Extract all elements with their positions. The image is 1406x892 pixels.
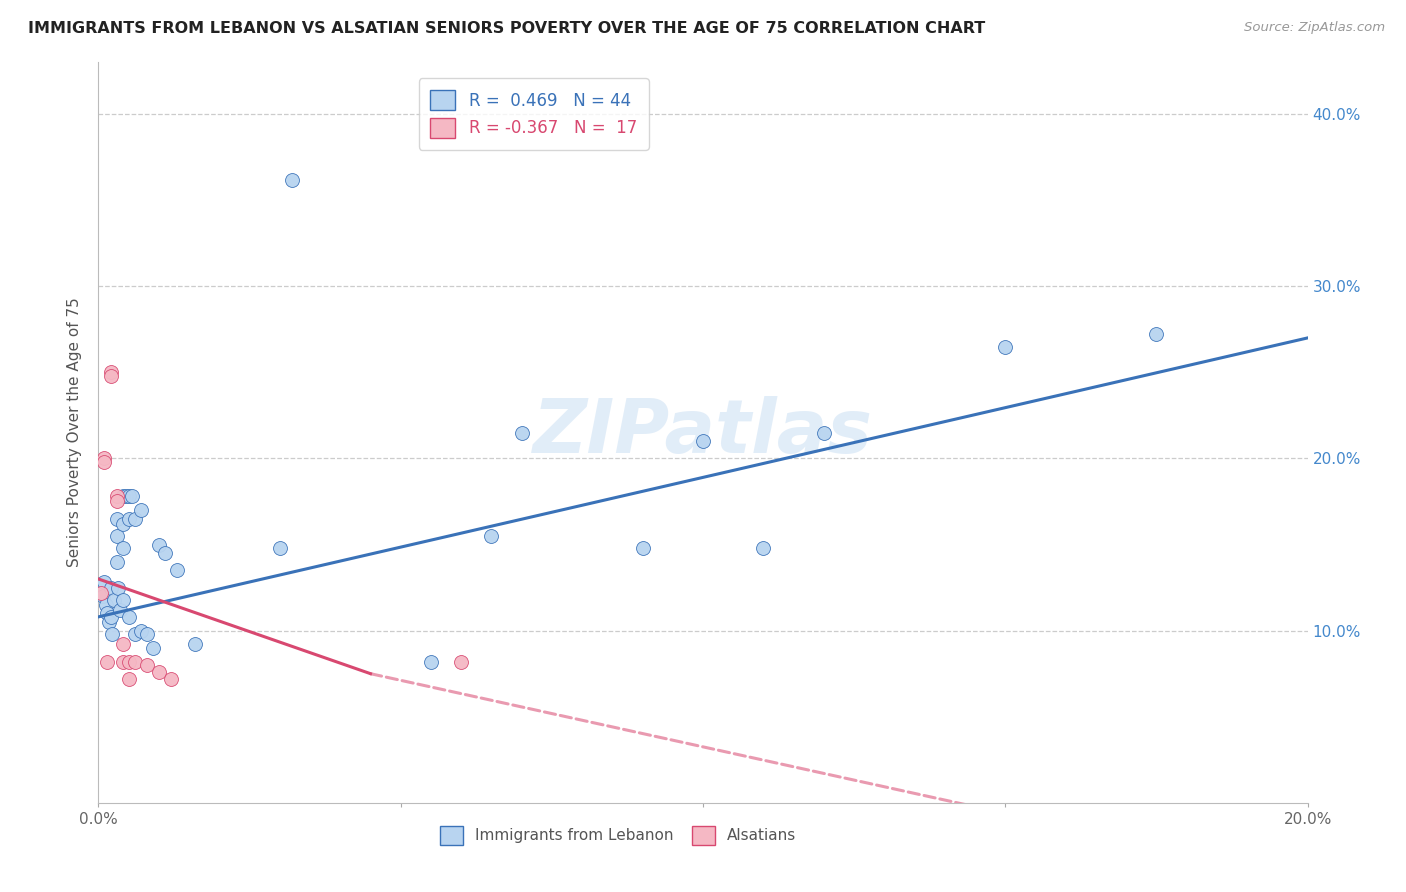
Point	[153, 546, 176, 560]
Point	[281, 172, 304, 186]
Point	[93, 455, 115, 469]
Text: ZIPatlas: ZIPatlas	[533, 396, 873, 469]
Point	[100, 581, 122, 595]
Point	[100, 368, 122, 383]
Point	[96, 655, 118, 669]
Point	[111, 655, 134, 669]
Point	[148, 665, 170, 679]
Text: IMMIGRANTS FROM LEBANON VS ALSATIAN SENIORS POVERTY OVER THE AGE OF 75 CORRELATI: IMMIGRANTS FROM LEBANON VS ALSATIAN SENI…	[28, 21, 986, 36]
Point	[100, 365, 122, 379]
Point	[129, 503, 152, 517]
Point	[142, 640, 165, 655]
Point	[813, 425, 835, 440]
Point	[111, 637, 134, 651]
Point	[160, 672, 183, 686]
Point	[118, 512, 141, 526]
Point	[96, 607, 118, 621]
Point	[124, 512, 146, 526]
Point	[103, 592, 125, 607]
Point	[148, 537, 170, 551]
Point	[1144, 327, 1167, 342]
Point	[105, 555, 128, 569]
Point	[450, 655, 472, 669]
Point	[118, 610, 141, 624]
Point	[124, 655, 146, 669]
Point	[166, 563, 188, 577]
Point	[93, 451, 115, 466]
Text: Source: ZipAtlas.com: Source: ZipAtlas.com	[1244, 21, 1385, 34]
Point	[631, 541, 654, 555]
Point	[91, 589, 114, 603]
Legend: Immigrants from Lebanon, Alsatians: Immigrants from Lebanon, Alsatians	[434, 820, 803, 851]
Y-axis label: Seniors Poverty Over the Age of 75: Seniors Poverty Over the Age of 75	[67, 298, 83, 567]
Point	[752, 541, 775, 555]
Point	[135, 658, 157, 673]
Point	[111, 541, 134, 555]
Point	[481, 529, 503, 543]
Point	[105, 494, 128, 508]
Point	[105, 489, 128, 503]
Point	[90, 586, 112, 600]
Point	[510, 425, 533, 440]
Point	[118, 655, 141, 669]
Point	[111, 489, 134, 503]
Point	[111, 516, 134, 531]
Point	[107, 581, 129, 595]
Point	[269, 541, 291, 555]
Point	[111, 592, 134, 607]
Point	[93, 575, 115, 590]
Point	[124, 627, 146, 641]
Point	[118, 489, 141, 503]
Point	[121, 489, 143, 503]
Point	[105, 512, 128, 526]
Point	[135, 627, 157, 641]
Point	[118, 672, 141, 686]
Point	[108, 603, 131, 617]
Point	[100, 610, 122, 624]
Point	[100, 627, 122, 641]
Point	[692, 434, 714, 449]
Point	[98, 615, 121, 629]
Point	[94, 598, 117, 612]
Point	[420, 655, 443, 669]
Point	[994, 339, 1017, 353]
Point	[114, 489, 136, 503]
Point	[105, 529, 128, 543]
Point	[184, 637, 207, 651]
Point	[129, 624, 152, 638]
